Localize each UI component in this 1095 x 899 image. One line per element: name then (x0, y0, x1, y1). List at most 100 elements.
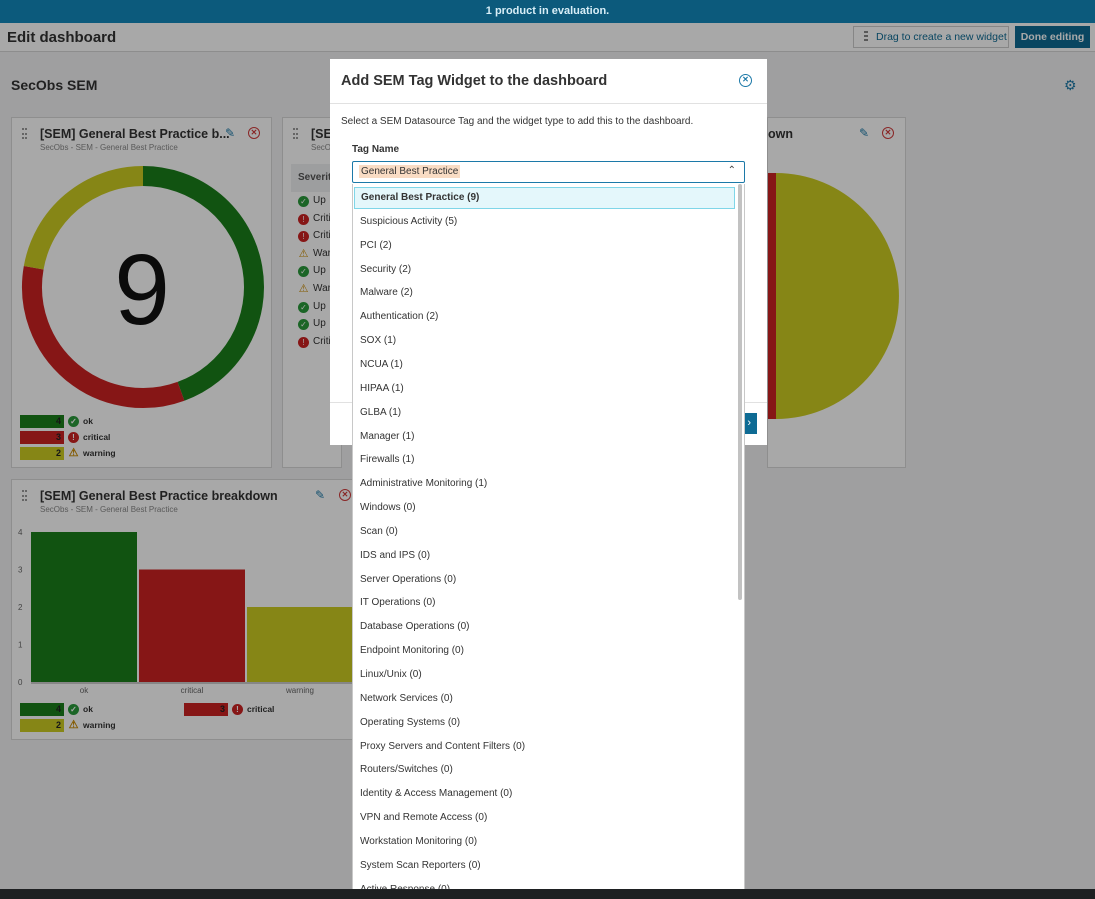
critical-icon: ! (298, 336, 309, 348)
dashboard-section-title: SecObs SEM (11, 77, 98, 93)
table-row: ✓ Up (298, 195, 326, 209)
legend-count: 3 (20, 431, 64, 444)
donut-arc-warning (23, 166, 144, 270)
critical-icon: ! (298, 213, 309, 225)
edit-pencil-icon[interactable]: ✎ (859, 126, 870, 140)
dropdown-option[interactable]: Endpoint Monitoring (0) (360, 645, 464, 657)
status-label: Criti (313, 212, 331, 224)
table-row: ✓ Up (298, 265, 326, 279)
dropdown-option[interactable]: Firewalls (1) (360, 454, 415, 466)
dropdown-option[interactable]: Windows (0) (360, 502, 416, 514)
remove-widget-icon[interactable]: ✕ (882, 127, 894, 139)
check-icon: ✓ (68, 416, 79, 427)
critical-icon: ! (232, 704, 243, 715)
dropdown-option[interactable]: Authentication (2) (360, 311, 439, 323)
dropdown-option[interactable]: Proxy Servers and Content Filters (0) (360, 740, 526, 752)
legend-row-critical: 3 ! critical (184, 703, 324, 716)
legend-count: 2 (20, 447, 64, 460)
bar-warning (247, 607, 353, 682)
legend-label: critical (83, 432, 111, 442)
dropdown-option[interactable]: System Scan Reporters (0) (360, 859, 481, 871)
widget-title: [SEM] General Best Practice breakdown (40, 489, 278, 503)
dropdown-option[interactable]: Malware (2) (360, 287, 413, 299)
status-label: War (313, 247, 331, 259)
dropdown-option[interactable]: Suspicious Activity (5) (360, 215, 458, 227)
edit-pencil-icon[interactable]: ✎ (315, 488, 326, 502)
dropdown-option[interactable]: SOX (1) (360, 335, 397, 347)
legend-row-warning: 2 ⚠ warning (20, 719, 140, 732)
bar-ok (31, 532, 137, 682)
donut-arc-ok (142, 166, 264, 401)
drag-handle-icon[interactable] (22, 128, 27, 139)
check-icon: ✓ (68, 704, 79, 715)
check-icon: ✓ (298, 266, 309, 278)
tag-options-dropdown[interactable]: General Best Practice (9) Suspicious Acti… (352, 184, 745, 899)
widget-title: [SEM] General Best Practice b... (40, 127, 230, 141)
critical-icon: ! (68, 432, 79, 443)
warning-icon: ⚠ (298, 247, 309, 260)
legend-count: 3 (184, 703, 228, 716)
dropdown-option[interactable]: Administrative Monitoring (1) (360, 478, 488, 490)
warning-icon: ⚠ (298, 283, 309, 295)
edit-pencil-icon[interactable]: ✎ (225, 126, 236, 140)
modal-title: Add SEM Tag Widget to the dashboard (341, 73, 608, 89)
legend-row-ok: 4 ✓ ok (20, 703, 140, 716)
table-row: ! Criti (298, 213, 331, 227)
dropdown-option[interactable]: Operating Systems (0) (360, 716, 461, 728)
widget-subtitle: SecO (311, 143, 332, 152)
dropdown-option[interactable]: IDS and IPS (0) (360, 549, 431, 561)
tag-name-select[interactable]: General Best Practice ⌃ (352, 161, 745, 183)
table-row: ⚠ War (298, 283, 331, 297)
warning-icon: ⚠ (68, 447, 79, 459)
remove-widget-icon[interactable]: ✕ (339, 489, 351, 501)
donut-arc-critical (22, 265, 185, 408)
done-editing-button[interactable]: Done editing (1015, 26, 1090, 48)
drag-handle-icon[interactable] (293, 128, 298, 139)
gear-icon[interactable]: ⚙ (1064, 77, 1077, 93)
dropdown-option[interactable]: Routers/Switches (0) (360, 764, 453, 776)
x-tick-label: ok (80, 686, 89, 695)
status-label: Criti (313, 335, 331, 347)
y-tick-label: 2 (18, 603, 23, 612)
dropdown-option[interactable]: Scan (0) (360, 525, 398, 537)
dropdown-option[interactable]: Database Operations (0) (360, 621, 470, 633)
scrollbar-thumb[interactable] (738, 184, 742, 600)
pie-chart (768, 173, 899, 419)
dropdown-option[interactable]: Linux/Unix (0) (360, 669, 422, 680)
dropdown-option[interactable]: Network Services (0) (360, 692, 453, 704)
y-tick-label: 4 (18, 528, 23, 537)
donut-arcs (22, 166, 264, 408)
dropdown-option[interactable]: VPN and Remote Access (0) (360, 812, 488, 824)
drag-handle-icon[interactable] (22, 490, 27, 501)
check-icon: ✓ (298, 196, 309, 207)
dropdown-option[interactable]: IT Operations (0) (360, 597, 436, 609)
dropdown-option[interactable]: Security (2) (360, 263, 412, 275)
dropdown-option[interactable]: NCUA (1) (360, 358, 403, 370)
dropdown-option[interactable]: Server Operations (0) (360, 573, 457, 585)
widget-subtitle: SecObs - SEM - General Best Practice (40, 505, 178, 514)
dropdown-option[interactable]: Identity & Access Management (0) (360, 788, 513, 800)
remove-widget-icon[interactable]: ✕ (248, 127, 260, 139)
evaluation-banner: 1 product in evaluation. (0, 0, 1095, 23)
close-icon[interactable]: ✕ (739, 74, 752, 87)
x-tick-label: warning (285, 686, 314, 695)
dropdown-option[interactable]: HIPAA (1) (360, 382, 404, 394)
status-label: Criti (313, 230, 331, 242)
table-row: ✓ Up (298, 318, 326, 332)
drag-new-widget-button[interactable]: Drag to create a new widget (853, 26, 1009, 48)
status-label: Up (313, 318, 326, 330)
dropdown-option[interactable]: General Best Practice (9) (354, 187, 735, 209)
dropdown-option[interactable]: PCI (2) (360, 239, 392, 251)
dashboard-toolbar: Edit dashboard Drag to create a new widg… (0, 23, 1095, 52)
legend-row-ok: 4 ✓ ok (20, 415, 160, 428)
dropdown-option[interactable]: Manager (1) (360, 430, 415, 442)
dropdown-option[interactable]: Workstation Monitoring (0) (360, 835, 478, 847)
drag-handle-icon (864, 31, 868, 41)
legend-label: warning (83, 720, 116, 730)
donut-widget: [SEM] General Best Practice b... SecObs … (11, 117, 272, 468)
dropdown-option[interactable]: GLBA (1) (360, 406, 402, 418)
donut-chart: 9 (22, 166, 264, 408)
y-tick-label: 0 (18, 678, 23, 687)
modal-description: Select a SEM Datasource Tag and the widg… (341, 116, 694, 127)
warning-icon: ⚠ (68, 719, 79, 731)
